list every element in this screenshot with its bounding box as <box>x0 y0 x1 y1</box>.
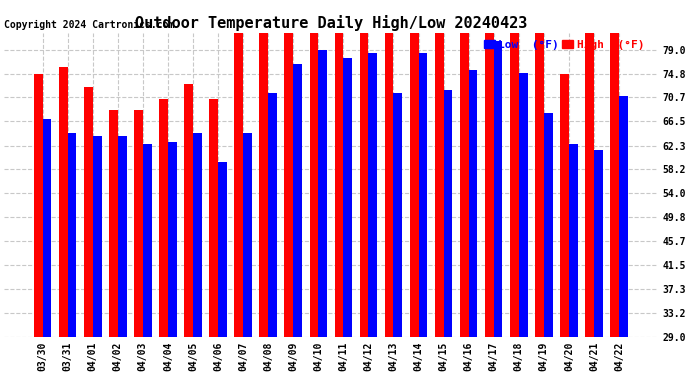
Bar <box>310 0 318 337</box>
Bar <box>134 110 143 337</box>
Bar <box>419 53 427 337</box>
Bar <box>619 96 628 337</box>
Title: Outdoor Temperature Daily High/Low 20240423: Outdoor Temperature Daily High/Low 20240… <box>135 15 527 32</box>
Bar <box>569 144 578 337</box>
Bar <box>585 1 594 337</box>
Bar <box>335 0 344 337</box>
Bar <box>209 99 218 337</box>
Bar <box>92 136 101 337</box>
Bar <box>118 136 126 337</box>
Bar <box>184 84 193 337</box>
Bar <box>68 133 77 337</box>
Bar <box>494 41 502 337</box>
Bar <box>444 90 453 337</box>
Bar <box>59 67 68 337</box>
Bar <box>143 144 152 337</box>
Bar <box>393 93 402 337</box>
Bar <box>469 70 477 337</box>
Bar <box>368 53 377 337</box>
Bar <box>385 0 393 337</box>
Bar <box>268 93 277 337</box>
Bar <box>435 0 444 337</box>
Bar <box>610 0 619 337</box>
Bar <box>359 0 368 337</box>
Bar <box>243 133 252 337</box>
Bar <box>485 0 494 337</box>
Bar <box>510 18 519 337</box>
Bar <box>284 0 293 337</box>
Bar <box>43 118 51 337</box>
Bar <box>193 133 201 337</box>
Text: Copyright 2024 Cartronics.com: Copyright 2024 Cartronics.com <box>4 20 175 30</box>
Bar <box>235 0 243 337</box>
Bar <box>344 58 352 337</box>
Bar <box>293 64 302 337</box>
Legend: Low  (°F), High  (°F): Low (°F), High (°F) <box>480 35 649 54</box>
Bar <box>159 99 168 337</box>
Bar <box>168 142 177 337</box>
Bar <box>460 0 469 337</box>
Bar <box>594 150 603 337</box>
Bar <box>410 0 419 337</box>
Bar <box>218 162 227 337</box>
Bar <box>109 110 118 337</box>
Bar <box>34 75 43 337</box>
Bar <box>560 75 569 337</box>
Bar <box>259 0 268 337</box>
Bar <box>519 73 528 337</box>
Bar <box>544 113 553 337</box>
Bar <box>318 50 327 337</box>
Bar <box>84 87 92 337</box>
Bar <box>535 15 544 337</box>
